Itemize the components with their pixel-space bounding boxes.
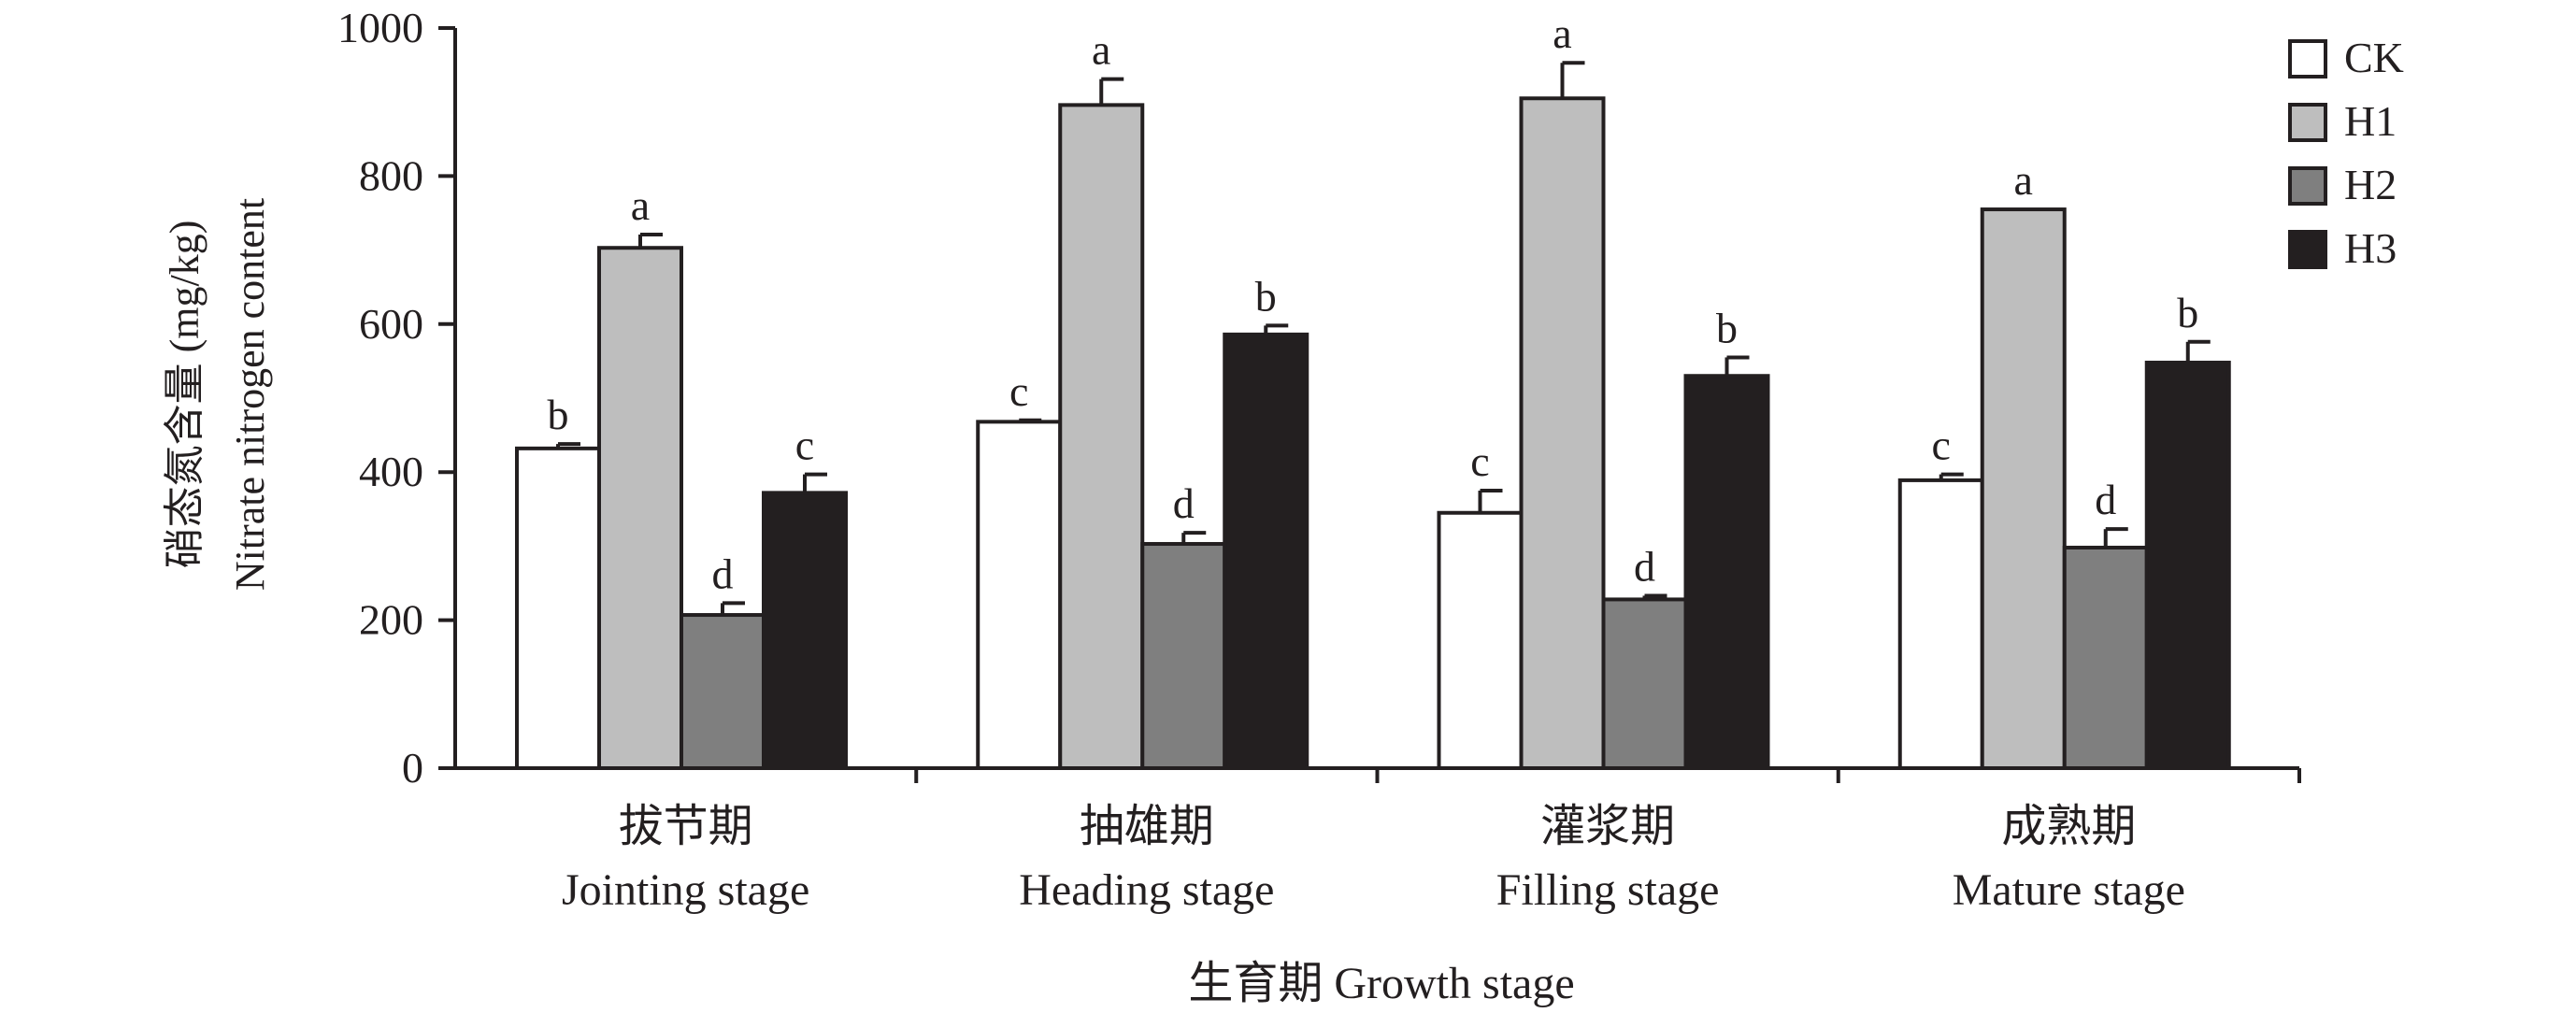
y-tick-label: 600 — [359, 300, 423, 348]
significance-letter: a — [1092, 26, 1110, 74]
x-axis-label: 生育期 Growth stage — [1188, 959, 1574, 1008]
bar-h2 — [1140, 542, 1227, 770]
bar-h2 — [2062, 545, 2149, 771]
bar-h3 — [1223, 332, 1309, 770]
legend-label-h3: H3 — [2344, 224, 2397, 272]
legend-label-h1: H1 — [2344, 97, 2397, 145]
x-tick-label-en: Filling stage — [1496, 865, 1720, 915]
y-tick-label: 800 — [359, 151, 423, 199]
bars: b a d c c a d b c a d b c a d b — [515, 9, 2231, 771]
bar-h2 — [1601, 597, 1688, 771]
bar-h1 — [1980, 207, 2067, 771]
significance-letter: d — [1634, 542, 1655, 590]
legend-swatch-ck — [2288, 39, 2327, 78]
legend-label-ck: CK — [2344, 34, 2404, 81]
bar-h2 — [680, 613, 766, 771]
y-tick-label: 400 — [359, 448, 423, 495]
x-tick-label-en: Mature stage — [1953, 865, 2185, 915]
significance-letter: c — [1470, 437, 1489, 485]
significance-letter: c — [1009, 367, 1028, 415]
bar-h1 — [1519, 96, 1606, 771]
y-tick-label: 0 — [402, 744, 423, 792]
x-axis: 拔节期 Jointing stage 抽雄期 Heading stage 灌浆期 Fill… — [455, 766, 2301, 915]
legend-swatch-h1 — [2288, 103, 2327, 142]
y-tick-label: 200 — [359, 596, 423, 644]
y-tick-label: 1000 — [337, 4, 423, 51]
bar-ck — [1437, 510, 1524, 770]
significance-letter: d — [712, 549, 734, 597]
legend-swatch-h3 — [2288, 230, 2327, 269]
significance-letter: c — [795, 421, 814, 469]
significance-letter: a — [631, 181, 650, 229]
bar-ck — [976, 420, 1063, 770]
y-axis: 0 200 400 600 800 1000 — [337, 4, 457, 792]
significance-letter: a — [1553, 9, 1571, 57]
bar-h3 — [1683, 374, 1770, 770]
legend-label-h2: H2 — [2344, 161, 2397, 208]
bar-ck — [1897, 478, 1984, 770]
bar-h3 — [2144, 360, 2231, 770]
significance-letter: d — [1173, 479, 1195, 527]
x-tick-label-en: Heading stage — [1019, 865, 1274, 915]
legend: CK H1 H2 H3 — [2288, 34, 2404, 272]
x-tick-label-cn: 抽雄期 — [1080, 802, 1214, 851]
bar-h1 — [1058, 103, 1145, 771]
significance-letter: b — [2177, 289, 2198, 336]
bar-h1 — [597, 246, 683, 770]
bar-ck — [515, 446, 601, 770]
x-tick-label-en: Jointing stage — [562, 865, 809, 915]
bar-h3 — [762, 491, 848, 770]
significance-letter: b — [1255, 272, 1277, 320]
significance-letter: d — [2095, 476, 2116, 523]
significance-letter: a — [2014, 156, 2033, 204]
y-axis-label-cn: 硝态氮含量 (mg/kg) — [162, 221, 208, 569]
legend-swatch-h2 — [2288, 166, 2327, 206]
x-tick-label-cn: 拔节期 — [619, 802, 753, 851]
significance-letter: c — [1932, 421, 1951, 469]
x-tick-label-cn: 成熟期 — [2001, 802, 2136, 851]
significance-letter: b — [1716, 304, 1738, 351]
significance-letter: b — [548, 391, 569, 438]
y-axis-label-en: Nitrate nitrogen content — [227, 198, 273, 591]
x-tick-label-cn: 灌浆期 — [1540, 802, 1675, 851]
